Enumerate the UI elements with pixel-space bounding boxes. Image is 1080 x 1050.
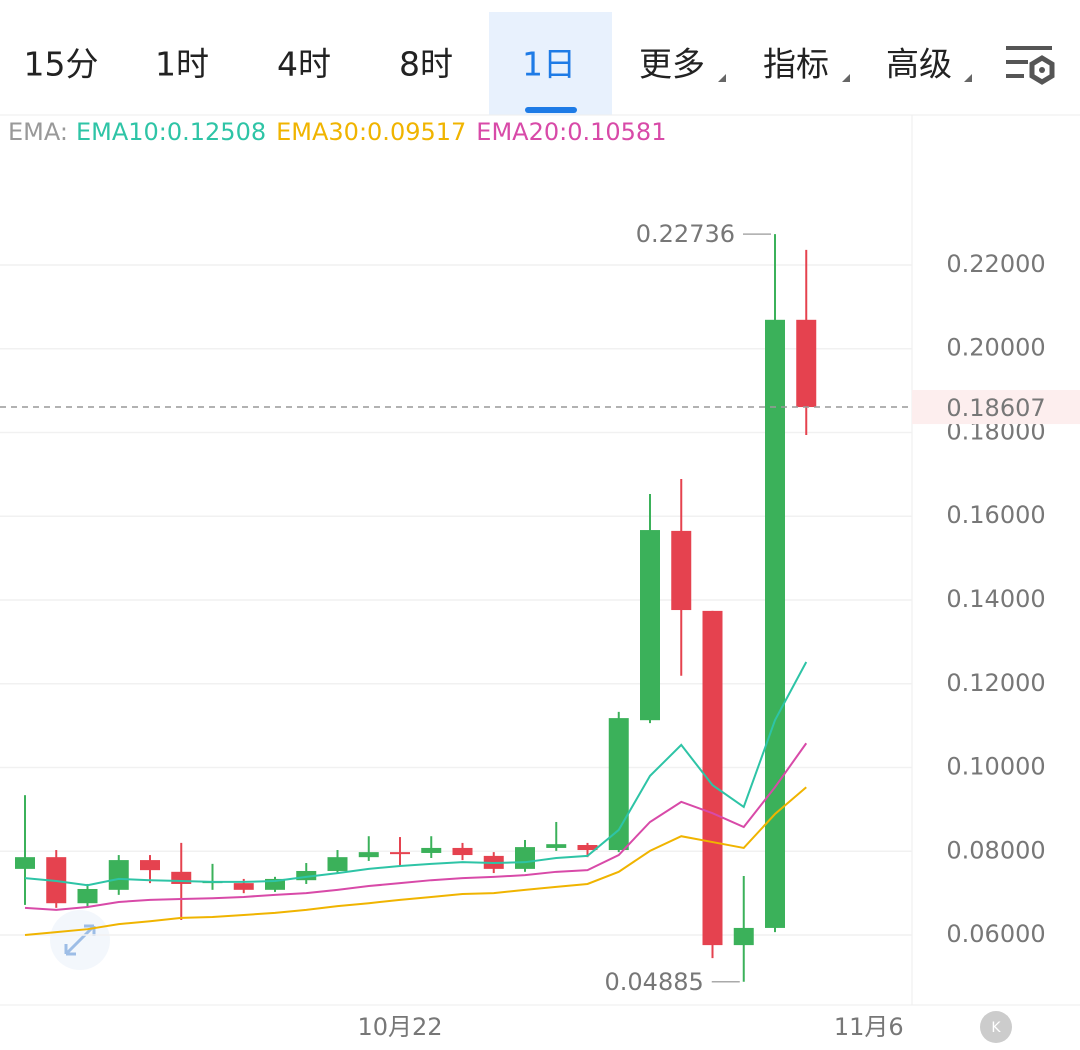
- candle-body: [733, 927, 754, 946]
- x-tick-label: 11月6: [834, 1013, 904, 1041]
- candle-body: [265, 878, 285, 890]
- svg-text:K: K: [991, 1020, 1001, 1036]
- current-price-label: 0.18607: [946, 394, 1045, 422]
- tab-bar: 15分 1时 4时 8时 1日 更多 指标 高级: [24, 45, 953, 84]
- candle-body: [702, 610, 723, 946]
- dropdown-carets: [718, 74, 972, 82]
- ema-line: [24, 661, 808, 887]
- y-tick-label: 0.06000: [946, 920, 1045, 948]
- legend-entry: EMA30:0.09517: [276, 118, 466, 146]
- candle-body: [640, 530, 660, 721]
- candle-body: [796, 319, 817, 408]
- candle-body: [296, 870, 317, 881]
- candle-body: [671, 530, 692, 611]
- tab[interactable]: 指标: [763, 45, 829, 84]
- y-tick-label: 0.14000: [946, 585, 1045, 613]
- ema-line: [24, 742, 808, 911]
- tab[interactable]: 1日: [522, 45, 576, 84]
- candle-body: [140, 860, 160, 871]
- y-tick-label: 0.08000: [946, 836, 1045, 864]
- y-tick-label: 0.16000: [946, 501, 1045, 529]
- y-tick-label: 0.10000: [946, 753, 1045, 781]
- x-tick-label: 10月22: [357, 1013, 442, 1041]
- candle-body: [421, 847, 442, 853]
- candle-body: [233, 883, 254, 890]
- tab[interactable]: 4时: [277, 45, 331, 84]
- candle-body: [608, 718, 629, 851]
- candle-body: [15, 857, 35, 869]
- y-tick-label: 0.12000: [946, 669, 1045, 697]
- expand-icon[interactable]: [50, 910, 110, 970]
- legend-prefix: EMA:: [8, 118, 68, 146]
- candle-body: [765, 319, 785, 928]
- active-tab-indicator: [525, 107, 577, 113]
- legend-entry: EMA10:0.12508: [76, 118, 266, 146]
- tab[interactable]: 更多: [639, 45, 705, 84]
- y-tick-label: 0.22000: [946, 250, 1045, 278]
- candle-body: [327, 857, 348, 871]
- candle-body: [515, 847, 535, 869]
- y-tick-label: 0.20000: [946, 334, 1045, 362]
- settings-icon[interactable]: [1006, 46, 1055, 85]
- back-to-latest[interactable]: K: [980, 1011, 1012, 1043]
- candle-body: [546, 844, 567, 848]
- candle-body: [390, 852, 410, 855]
- current-price-bg: [912, 390, 1080, 425]
- legend-entry: EMA20:0.10581: [476, 118, 666, 146]
- tab[interactable]: 15分: [24, 45, 99, 84]
- candle-body: [358, 852, 379, 858]
- candle-body: [452, 847, 473, 856]
- candle-body: [77, 888, 98, 904]
- ema-line: [24, 786, 807, 937]
- tab[interactable]: 1时: [155, 45, 209, 84]
- tab[interactable]: 8时: [399, 45, 453, 84]
- tab[interactable]: 高级: [886, 45, 952, 84]
- candle-body: [577, 845, 598, 851]
- max-label: 0.22736: [636, 220, 735, 248]
- min-label: 0.04885: [605, 968, 704, 996]
- active-tab-bg: [489, 12, 612, 115]
- candle-body: [108, 860, 129, 890]
